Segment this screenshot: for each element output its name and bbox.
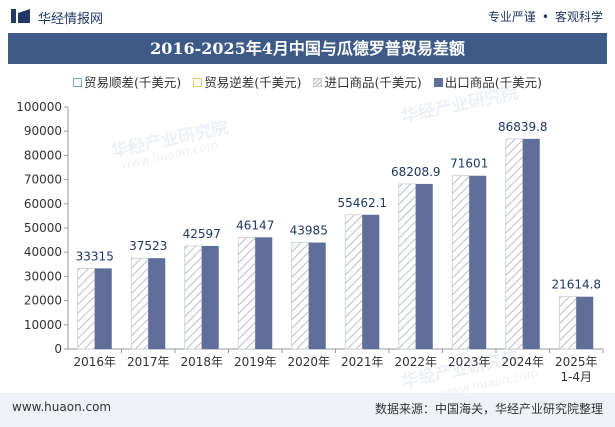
y-tick-label: 80000 [24,148,62,162]
tagline-left: 专业严谨 [487,10,536,24]
legend-swatch-deficit [193,78,203,87]
legend-item-surplus[interactable]: 贸易顺差(千美元) [72,72,182,91]
legend-swatch-export [433,78,443,87]
footer: www.huaon.com 数据来源：中国海关，华经产业研究院整理 [0,393,615,427]
y-tick-label: 100000 [16,100,62,114]
chart-legend: 贸易顺差(千美元) 贸易逆差(千美元) 进口商品(千美元) 出口商品(千美元) [0,72,615,91]
tagline-right: 客观科学 [554,10,603,24]
footer-source: 数据来源：中国海关，华经产业研究院整理 [374,402,603,416]
bar-data-label: 42597 [183,227,221,241]
bar-trade-surplus[interactable] [398,183,417,350]
bar-export[interactable] [469,175,487,349]
x-tick-label: 2025年 [555,355,598,369]
x-tick-label: 2023年 [448,355,491,369]
legend-swatch-import [313,78,323,87]
y-tick-label: 30000 [24,269,62,283]
bar-chart: 0 10000 20000 30000 40000 50000 60000 70000 8000… [16,100,604,384]
separator-dot-icon: • [541,10,549,24]
chart-title: 2016-2025年4月中国与瓜德罗普贸易差额 [8,33,607,64]
legend-label-deficit: 贸易逆差(千美元) [204,75,302,90]
logo-icon [11,9,30,23]
top-bar: 华经情报网 专业严谨 • 客观科学 [0,0,615,32]
x-tick-label: 1-4月 [560,370,592,384]
x-tick-label: 2019年 [234,355,277,369]
y-tick-label: 60000 [24,197,62,211]
bar-trade-surplus[interactable] [505,138,524,350]
y-tick-label: 50000 [24,221,62,235]
site-name: 华经情报网 [38,12,104,27]
bar-export[interactable] [255,237,273,349]
bar-export[interactable] [201,245,219,349]
y-tick-label: 0 [54,342,62,356]
legend-label-surplus: 贸易顺差(千美元) [83,75,182,90]
bar-export[interactable] [148,258,166,349]
bar-export[interactable] [576,296,594,349]
x-tick-label: 2016年 [73,355,116,369]
footer-url[interactable]: www.huaon.com [12,400,112,414]
bar-export[interactable] [308,242,326,349]
y-tick-label: 40000 [24,245,62,259]
x-tick-label: 2024年 [501,355,544,369]
bar-export[interactable] [522,138,540,349]
bar-trade-surplus[interactable] [558,296,577,350]
x-tick-label: 2017年 [127,355,170,369]
x-tick-label: 2020年 [287,355,330,369]
bar-export[interactable] [362,214,380,349]
bar-trade-surplus[interactable] [291,242,310,350]
legend-item-export[interactable]: 出口商品(千美元) [433,72,542,91]
bar-data-label: 33315 [76,249,114,263]
bar-data-label: 21614.8 [551,278,601,292]
bar-trade-surplus[interactable] [344,214,363,350]
bar-trade-surplus[interactable] [184,245,203,350]
y-tick-label: 90000 [24,124,62,138]
tagline: 专业严谨 • 客观科学 [488,8,603,25]
legend-label-import: 进口商品(千美元) [324,75,422,90]
legend-label-export: 出口商品(千美元) [444,75,542,90]
legend-item-import[interactable]: 进口商品(千美元) [313,72,422,91]
x-tick-label: 2022年 [394,355,437,369]
bar-export[interactable] [94,268,112,349]
y-tick-label: 20000 [24,294,62,308]
bar-data-label: 43985 [290,224,328,238]
legend-swatch-surplus [72,78,82,87]
y-tick-label: 70000 [24,173,62,187]
bar-trade-surplus[interactable] [130,257,149,350]
y-tick-label: 10000 [24,318,62,332]
bar-export[interactable] [415,183,433,349]
x-tick-label: 2021年 [341,355,384,369]
bar-data-label: 68208.9 [391,165,441,179]
x-tick-label: 2018年 [180,355,223,369]
legend-item-deficit[interactable]: 贸易逆差(千美元) [193,72,302,91]
bar-data-label: 86839.8 [498,120,548,134]
bar-data-label: 71601 [450,157,488,171]
bar-trade-surplus[interactable] [237,236,256,350]
bar-trade-surplus[interactable] [77,267,96,350]
bar-trade-surplus[interactable] [451,175,470,350]
bar-data-label: 55462.1 [337,196,387,210]
bar-data-label: 46147 [236,218,274,232]
bar-data-label: 37523 [129,239,167,253]
